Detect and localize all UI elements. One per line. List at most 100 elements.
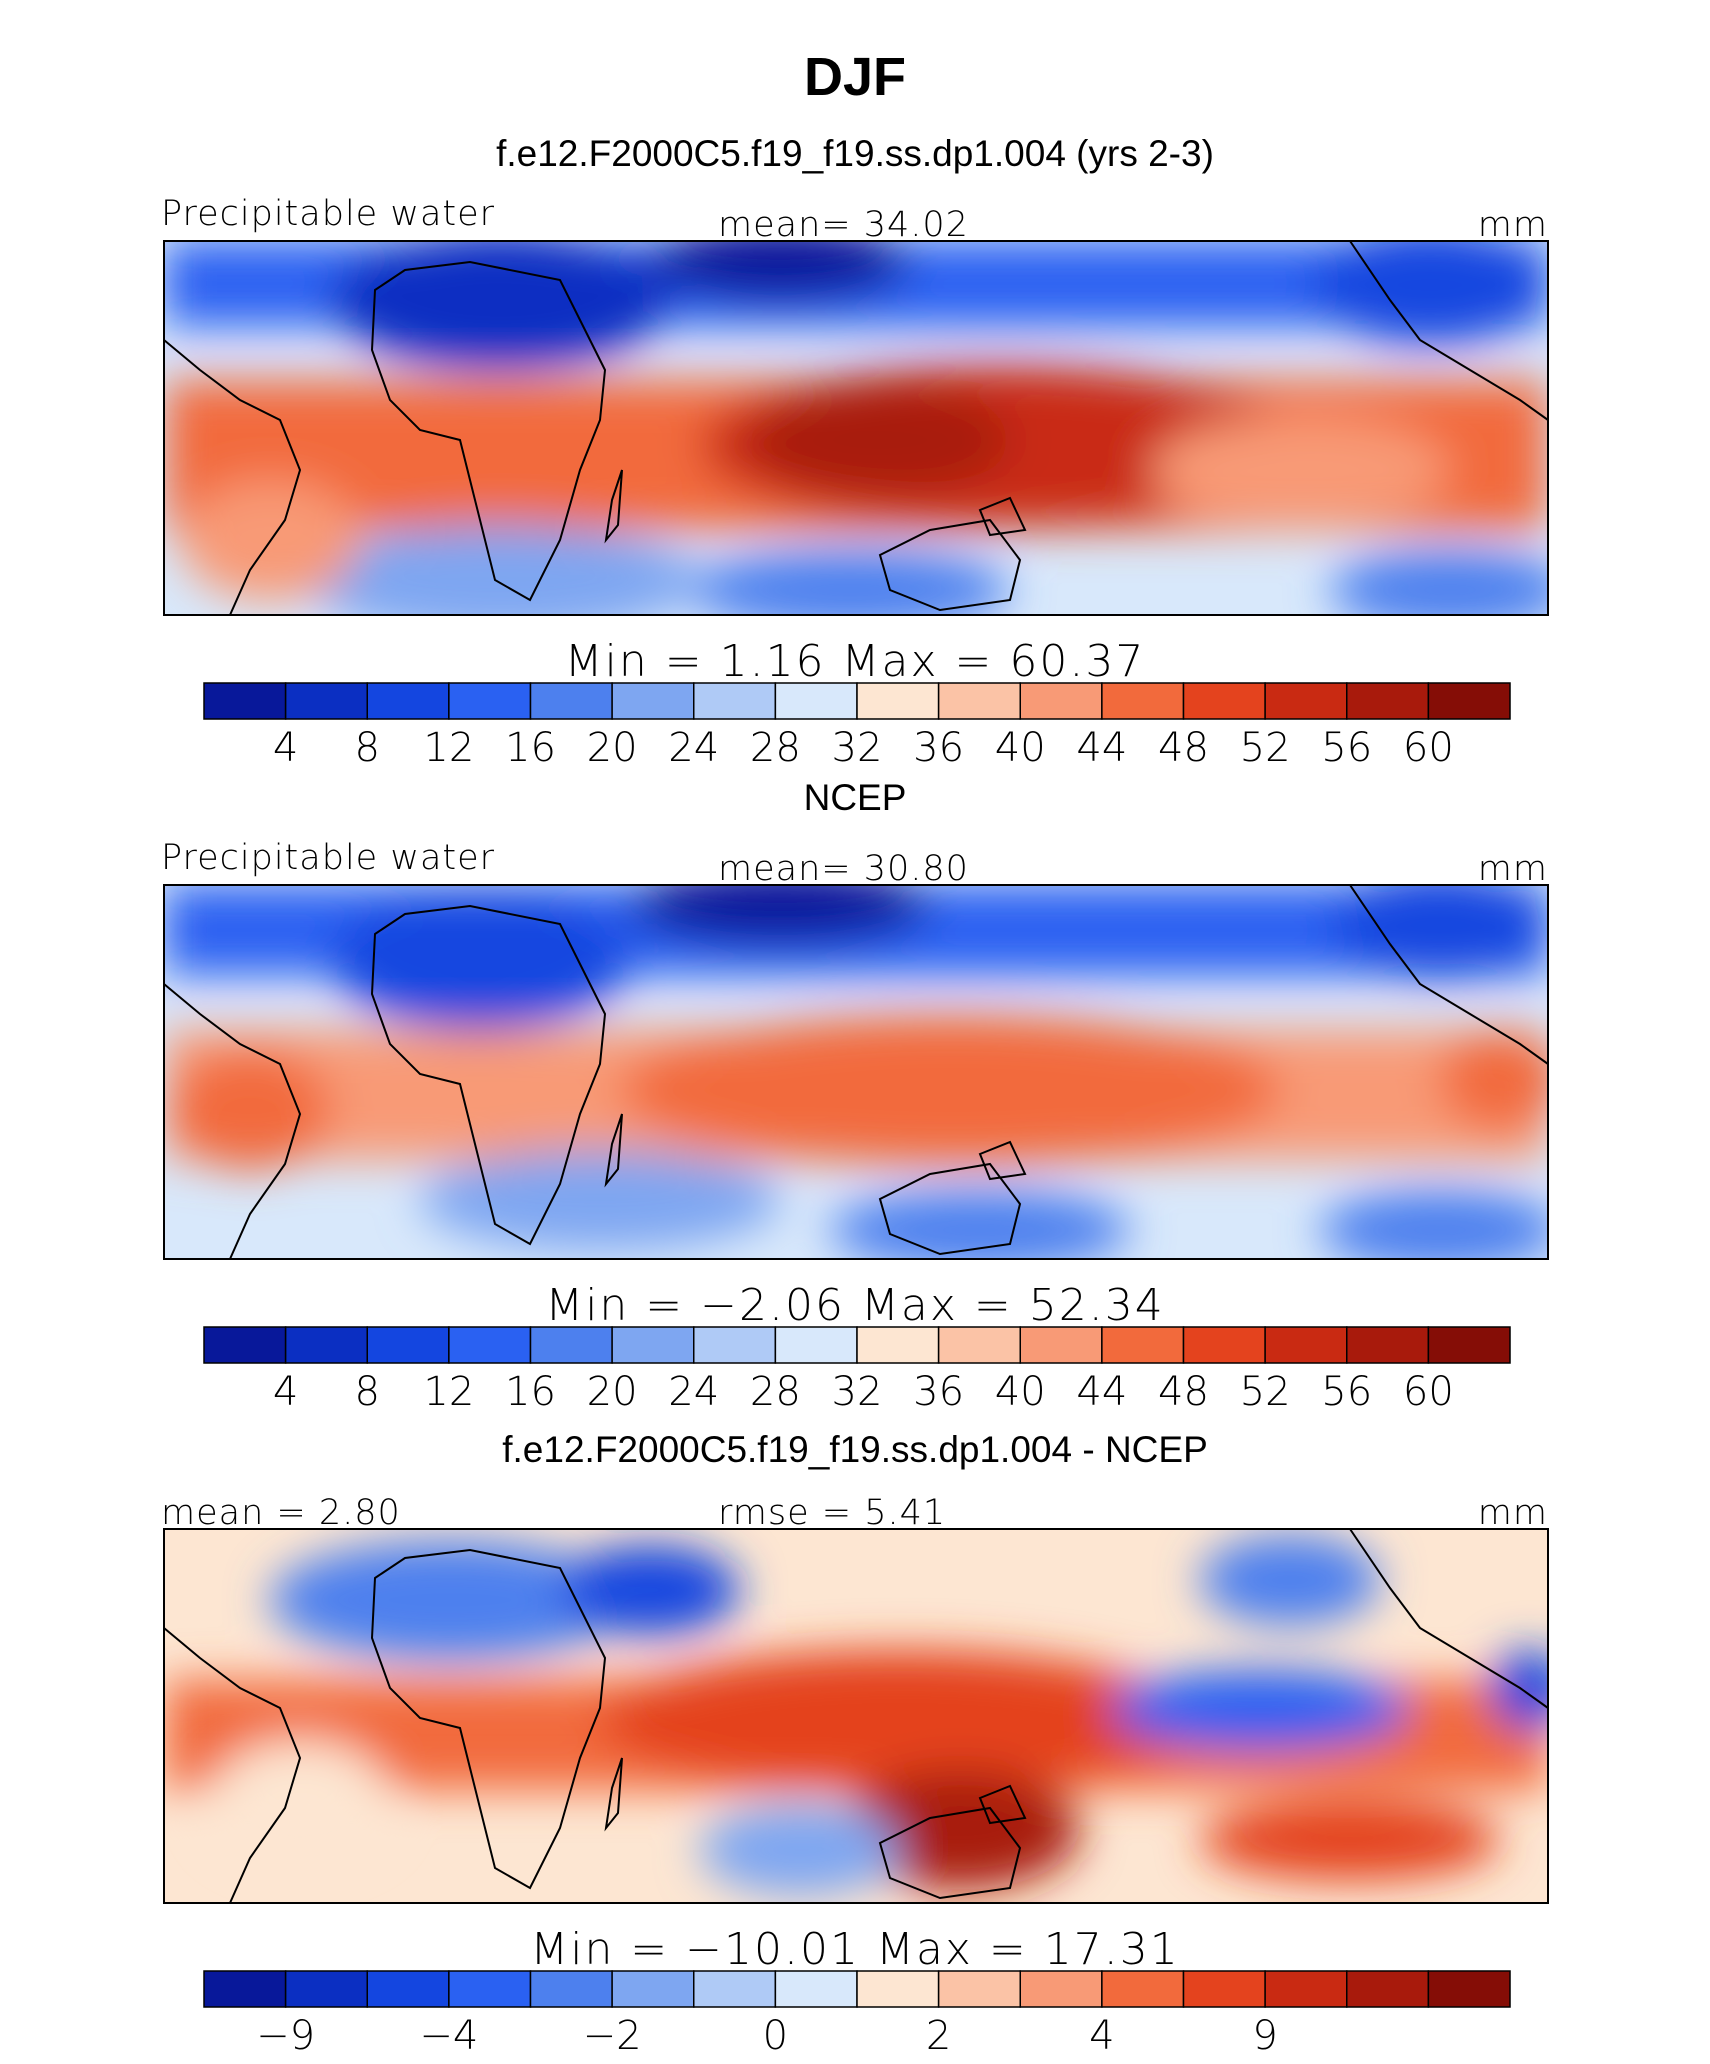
colorbar-tick-label: 56 (1321, 725, 1372, 771)
colorbar-swatch (448, 1326, 532, 1364)
colorbar-swatch (1264, 1326, 1348, 1364)
colorbar-swatch (366, 1970, 450, 2008)
colorbar-tick-label: 44 (1076, 725, 1127, 771)
panel-ncep: NCEP Precipitable water mean= 30.80 mm (161, 777, 1549, 1415)
colorbar-swatch (366, 1326, 450, 1364)
variable-label: Precipitable water (161, 838, 495, 878)
colorbar-swatch (1346, 1326, 1430, 1364)
colorbar-tick-label: 40 (995, 1369, 1046, 1415)
colorbar-swatch (1101, 1326, 1185, 1364)
colorbar-swatch (693, 682, 777, 720)
coastlines (163, 884, 1549, 1260)
colorbar-tick-label: 0 (763, 2013, 788, 2059)
colorbar-swatch (1264, 682, 1348, 720)
colorbar-swatch (1264, 1970, 1348, 2008)
map-field (164, 1529, 1548, 1903)
colorbar-swatch (529, 1326, 613, 1364)
colorbar-tick-label: −4 (419, 2013, 478, 2059)
colorbar-swatch (284, 682, 369, 720)
rmse-label: rmse = 5.41 (718, 1493, 946, 1533)
colorbar-swatch (611, 1970, 695, 2008)
colorbar-tick-label: 24 (668, 725, 719, 771)
colorbar-tick-label: −2 (583, 2013, 642, 2059)
colorbar-swatch (774, 682, 858, 720)
colorbar-tick-label: 20 (587, 725, 638, 771)
colorbar-tick-label: 4 (1089, 2013, 1114, 2059)
colorbar-swatch (1101, 1970, 1185, 2008)
map-field (164, 241, 1548, 615)
colorbar-tick-label: 9 (1252, 2013, 1277, 2059)
minmax-label: Min = 1.16 Max = 60.37 (565, 636, 1146, 687)
colorbar-tick-label: 52 (1240, 1369, 1291, 1415)
panel-title: NCEP (804, 777, 907, 818)
colorbar-tick-label: 2 (926, 2013, 951, 2059)
map-field (164, 885, 1548, 1259)
panel-model: f.e12.F2000C5.f19_f19.ss.dp1.004 (yrs 2-… (161, 133, 1549, 771)
colorbar-tick-label: 32 (832, 1369, 883, 1415)
colorbar-swatch (1346, 1970, 1430, 2008)
colorbar-tick-label: 56 (1321, 1369, 1372, 1415)
colorbar-tick-label: 12 (423, 1369, 474, 1415)
colorbar-swatch (1019, 1326, 1103, 1364)
colorbar-tick-label: 60 (1403, 1369, 1454, 1415)
colorbar-swatch (1019, 682, 1103, 720)
colorbar-swatch (203, 1970, 287, 2008)
colorbar-swatch (856, 1326, 940, 1364)
colorbar-swatch (693, 1326, 777, 1364)
colorbar: 4 8 12 16 20 24 28 32 36 40 44 48 52 56 60 (203, 1326, 1511, 1415)
colorbar-tick-label: 16 (505, 1369, 556, 1415)
colorbar-tick-label: 32 (832, 725, 883, 771)
colorbar-tick-label: −9 (256, 2013, 315, 2059)
colorbar-tick-label: 20 (587, 1369, 638, 1415)
colorbar-tick-label: 52 (1240, 725, 1291, 771)
colorbar-tick-label: 60 (1403, 725, 1454, 771)
colorbar-swatch (529, 682, 613, 720)
colorbar-tick-label: 16 (505, 725, 556, 771)
colorbar-tick-label: 36 (913, 1369, 964, 1415)
colorbar-swatch (1182, 1970, 1266, 2008)
colorbar-swatch (937, 1970, 1022, 2008)
mean-label: mean = 2.80 (161, 1493, 401, 1533)
colorbar-swatch (937, 1326, 1022, 1364)
colorbar-tick-label: 4 (273, 1369, 298, 1415)
colorbar-swatch (366, 682, 450, 720)
panel-title: f.e12.F2000C5.f19_f19.ss.dp1.004 - NCEP (502, 1429, 1208, 1470)
colorbar-tick-label: 8 (355, 725, 380, 771)
colorbar-swatch (529, 1970, 613, 2008)
colorbar-swatch (203, 682, 287, 720)
colorbar-tick-label: 40 (995, 725, 1046, 771)
colorbar-tick-label: 48 (1158, 725, 1209, 771)
colorbar-swatch (448, 1970, 532, 2008)
mean-label: mean= 30.80 (718, 849, 969, 889)
coastlines (163, 240, 1549, 616)
colorbar-swatch (1427, 1970, 1511, 2008)
colorbar: 4 8 12 16 20 24 28 32 36 40 44 48 52 56 60 (203, 682, 1511, 771)
colorbar-swatch (203, 1326, 287, 1364)
colorbar-swatch (693, 1970, 777, 2008)
minmax-label: Min = −2.06 Max = 52.34 (545, 1280, 1165, 1331)
panel-title: f.e12.F2000C5.f19_f19.ss.dp1.004 (yrs 2-… (496, 133, 1214, 174)
colorbar-swatch (448, 682, 532, 720)
colorbar-swatch (856, 1970, 940, 2008)
units-label: mm (1478, 849, 1548, 889)
colorbar-swatch (937, 682, 1022, 720)
colorbar-swatch (284, 1326, 369, 1364)
colorbar-tick-label: 48 (1158, 1369, 1209, 1415)
colorbar-tick-label: 24 (668, 1369, 719, 1415)
figure-title: DJF (804, 47, 906, 107)
panel-difference: f.e12.F2000C5.f19_f19.ss.dp1.004 - NCEP … (161, 1429, 1549, 2059)
colorbar-tick-label: 36 (913, 725, 964, 771)
colorbar-swatch (1019, 1970, 1103, 2008)
colorbar-swatch (774, 1326, 858, 1364)
colorbar-tick-label: 28 (750, 725, 801, 771)
colorbar-swatch (1101, 682, 1185, 720)
variable-label: Precipitable water (161, 194, 495, 234)
colorbar-swatch (1182, 1326, 1266, 1364)
colorbar-tick-label: 4 (273, 725, 298, 771)
colorbar-swatch (611, 682, 695, 720)
colorbar-swatch (1182, 682, 1266, 720)
colorbar-swatch (774, 1970, 858, 2008)
colorbar-swatch (856, 682, 940, 720)
units-label: mm (1478, 1493, 1548, 1533)
